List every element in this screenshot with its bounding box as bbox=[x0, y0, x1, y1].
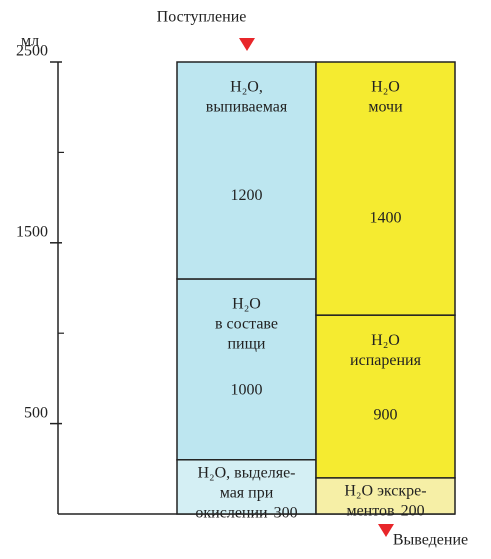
y-unit: мл bbox=[21, 33, 39, 50]
segment-label: мочи bbox=[368, 99, 403, 116]
segment-value: 1000 bbox=[231, 382, 263, 399]
segment-label: в составе bbox=[215, 316, 278, 333]
segment-label: выпиваемая bbox=[206, 99, 288, 116]
segment-label: мая при bbox=[220, 484, 274, 501]
segment bbox=[315, 61, 456, 316]
segment-label: пищи bbox=[227, 336, 265, 353]
segment-value: 200 bbox=[401, 503, 425, 520]
segment-label: H₂O bbox=[232, 296, 261, 313]
segment-label: ментов bbox=[346, 503, 395, 520]
segment bbox=[176, 61, 317, 280]
segment bbox=[315, 477, 456, 515]
segment bbox=[176, 278, 317, 461]
segment bbox=[315, 314, 456, 479]
segment-label: испарения bbox=[350, 352, 422, 369]
segment-label: H₂O bbox=[371, 332, 400, 349]
direction-marker bbox=[239, 38, 255, 51]
segment-label: окислении bbox=[195, 504, 268, 521]
segment-value: 1400 bbox=[370, 210, 402, 227]
column-label: Поступление bbox=[157, 9, 247, 26]
segment-value: 300 bbox=[274, 504, 298, 521]
segment-label: H₂O bbox=[371, 79, 400, 96]
segment-label: H₂O, bbox=[230, 79, 263, 96]
segment-label: H₂O экскре- bbox=[344, 483, 426, 500]
y-tick-label: 1500 bbox=[16, 223, 48, 240]
column-label: Выведение bbox=[393, 532, 468, 549]
y-tick-label: 500 bbox=[24, 404, 48, 421]
segment-label: H₂O, выделяе- bbox=[197, 464, 295, 481]
y-tick-label: 2500 bbox=[16, 43, 48, 60]
segment-value: 900 bbox=[374, 407, 398, 424]
direction-marker bbox=[378, 524, 394, 537]
segment-value: 1200 bbox=[231, 187, 263, 204]
